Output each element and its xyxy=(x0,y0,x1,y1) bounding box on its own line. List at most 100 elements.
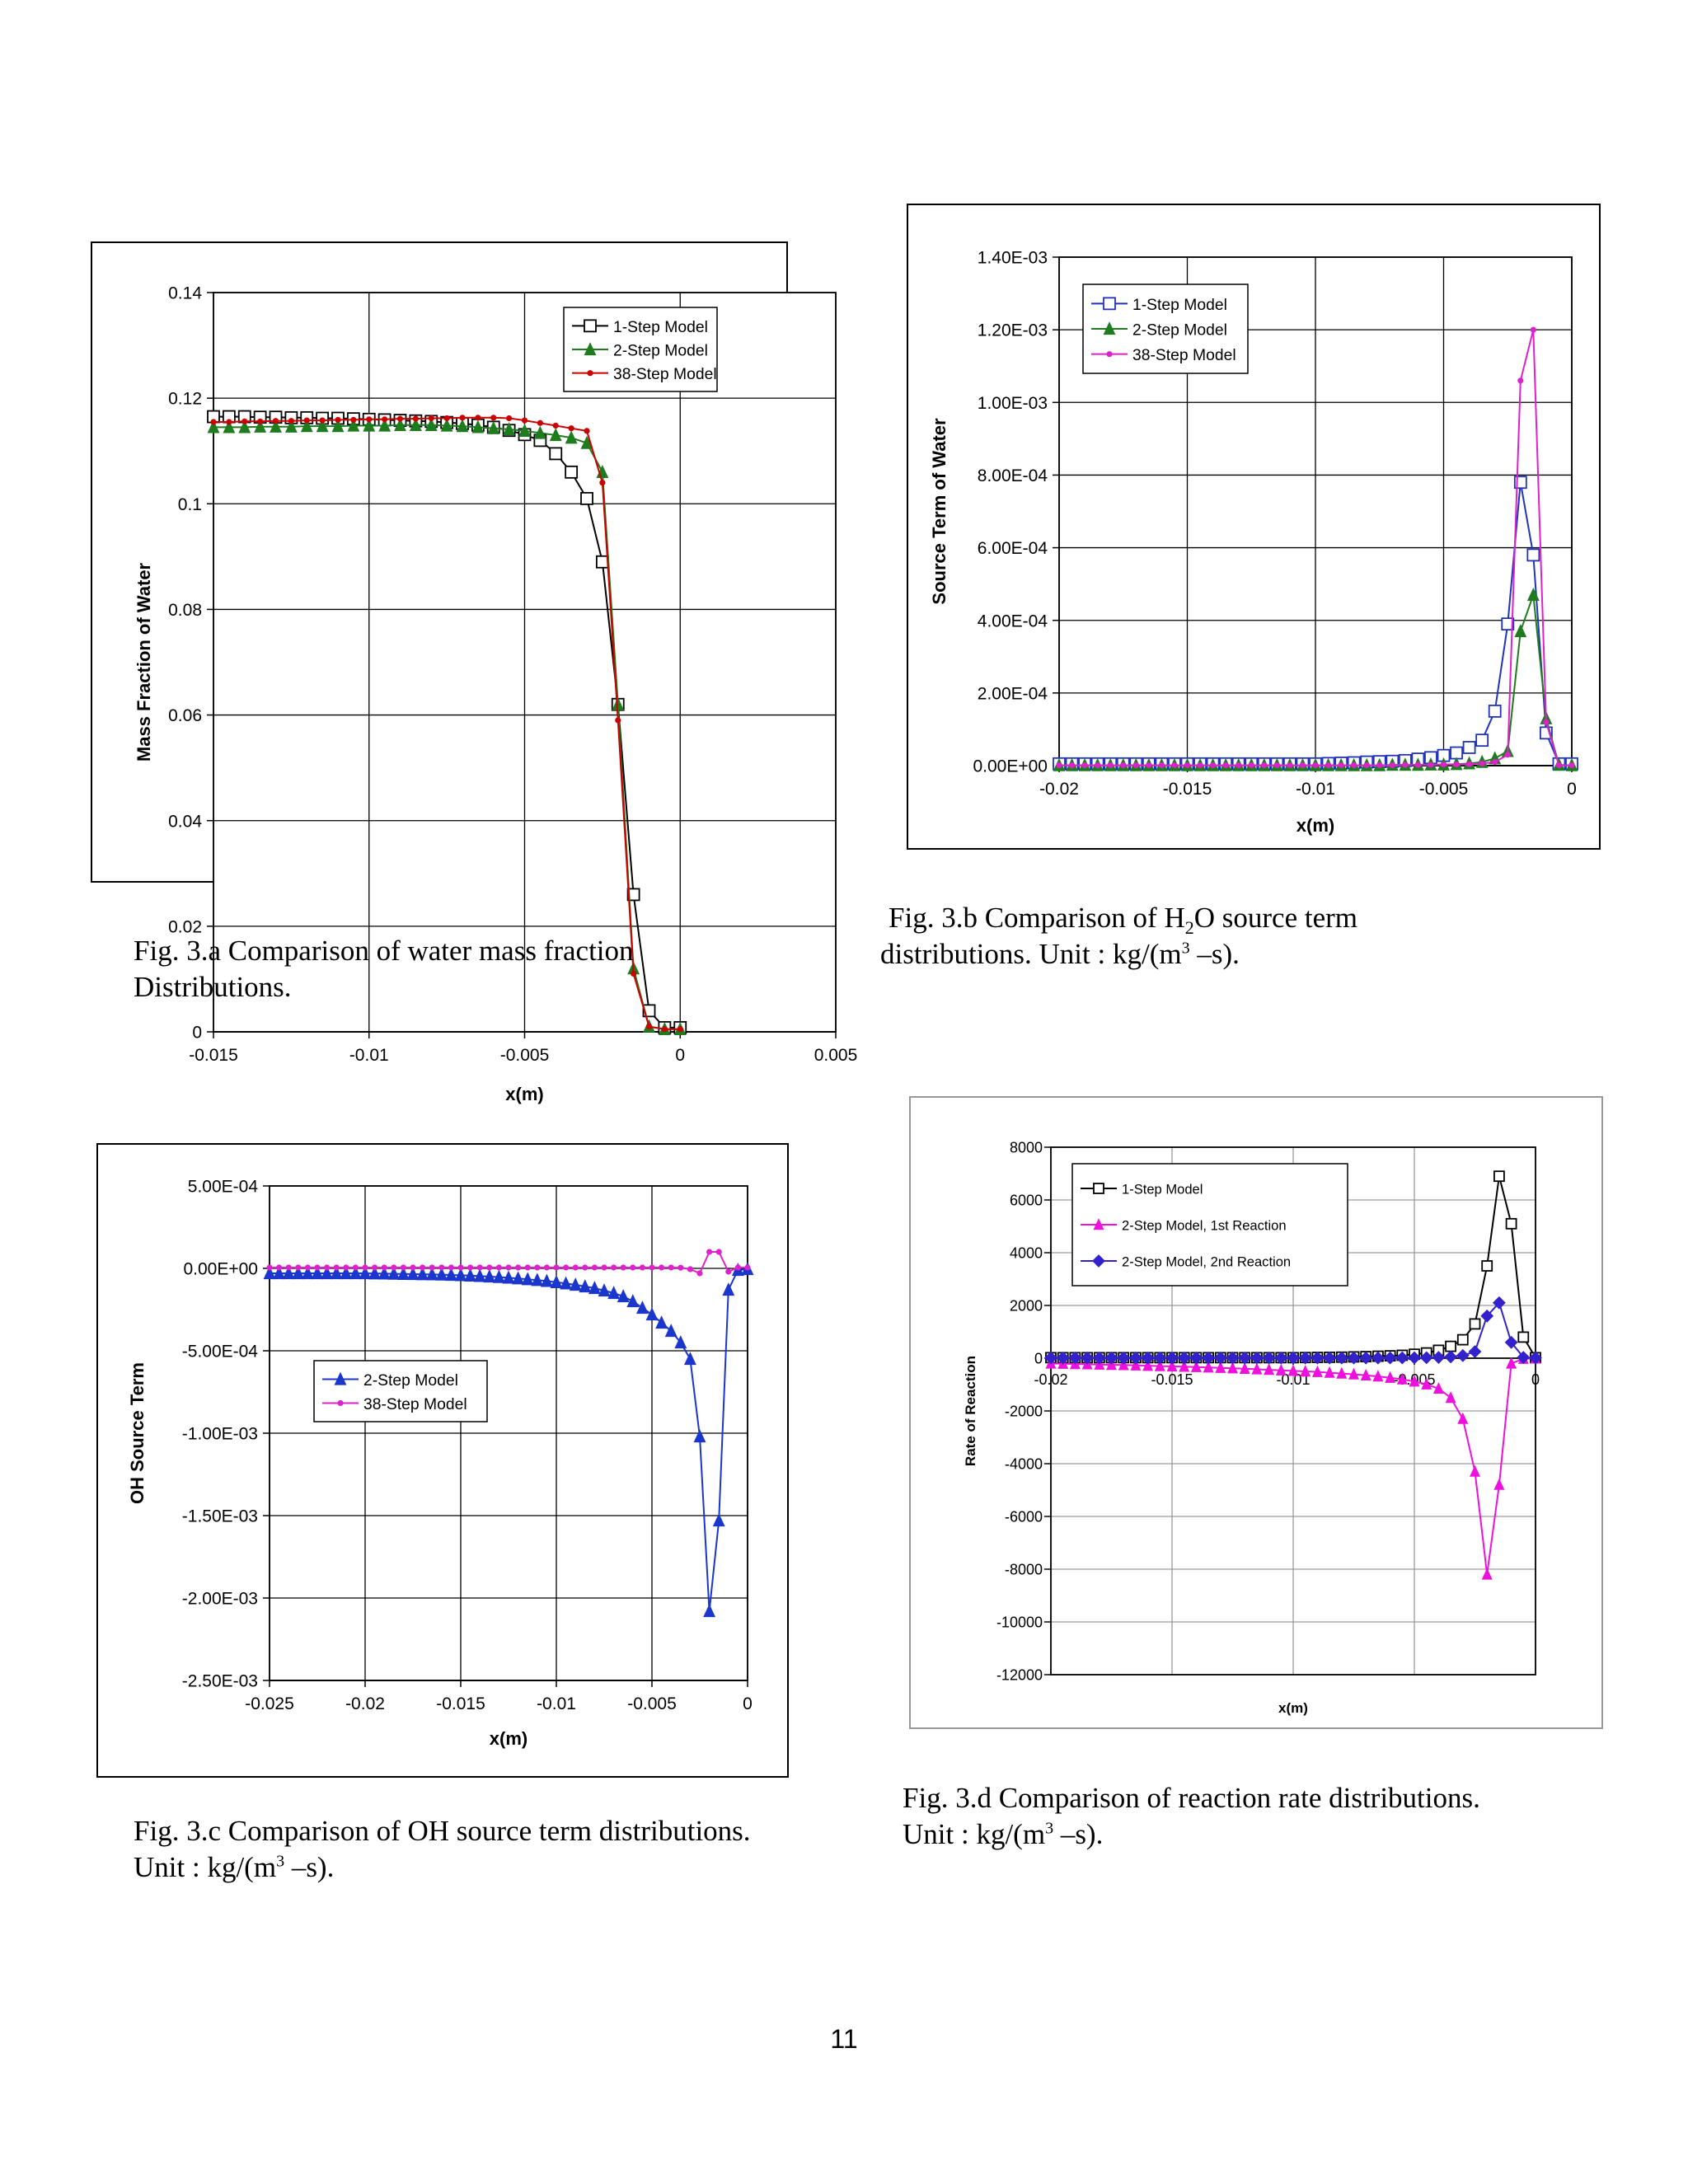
data-point xyxy=(1158,762,1165,769)
data-point xyxy=(626,1294,640,1308)
data-point xyxy=(1056,762,1062,769)
series-3 xyxy=(1056,326,1575,769)
data-point xyxy=(1372,1370,1384,1382)
data-point xyxy=(687,1266,693,1272)
caption-a: Fig. 3.a Comparison of water mass fracti… xyxy=(134,933,634,1005)
legend-marker xyxy=(334,1371,347,1385)
data-point xyxy=(1517,1351,1531,1364)
data-point xyxy=(1222,762,1229,769)
data-point xyxy=(288,418,294,424)
data-point xyxy=(661,1026,668,1033)
y-tick-label: 0.06 xyxy=(168,706,202,725)
data-point xyxy=(456,419,469,433)
page-number: 11 xyxy=(830,2024,858,2054)
data-point xyxy=(238,419,251,434)
data-point xyxy=(563,1264,570,1271)
data-point xyxy=(560,1276,573,1290)
data-point xyxy=(467,1264,474,1271)
data-point xyxy=(512,1271,525,1285)
data-point xyxy=(1470,1465,1480,1477)
caption-a-line2: Distributions. xyxy=(134,971,292,1003)
data-point xyxy=(285,1264,292,1271)
data-point xyxy=(1456,1348,1470,1362)
data-point xyxy=(1056,1351,1070,1365)
data-point xyxy=(1068,1351,1082,1365)
legend-marker xyxy=(1093,1218,1104,1230)
data-point xyxy=(524,1264,531,1271)
data-point xyxy=(321,1266,334,1280)
y-tick-label: 2.00E-04 xyxy=(978,684,1048,703)
y-tick-label: 0.14 xyxy=(168,284,202,303)
y-tick-label: 1.00E-03 xyxy=(978,394,1048,413)
data-point xyxy=(292,1266,305,1280)
data-point xyxy=(207,419,220,434)
caption-b-line1: Fig. 3.b Comparison of H2O source term xyxy=(880,900,1357,937)
data-point xyxy=(1440,762,1447,768)
caption-c-line2: Unit : kg/(m3 –s). xyxy=(134,1849,751,1886)
data-point xyxy=(377,1266,391,1280)
data-point xyxy=(1568,762,1575,769)
data-point xyxy=(1287,1364,1299,1376)
data-point xyxy=(1419,1351,1433,1365)
series-3 xyxy=(210,415,683,1033)
data-point xyxy=(257,418,264,424)
data-point xyxy=(301,1266,314,1280)
data-point xyxy=(502,1270,515,1284)
data-point xyxy=(1480,1309,1494,1323)
data-point xyxy=(1555,762,1563,769)
data-point xyxy=(543,1264,550,1271)
data-point xyxy=(1468,1345,1482,1358)
data-point xyxy=(443,415,450,422)
data-point xyxy=(410,1264,416,1271)
series-1 xyxy=(263,1262,754,1618)
data-point xyxy=(1543,719,1550,725)
x-tick-label: -0.015 xyxy=(189,1046,238,1065)
series-2 xyxy=(266,1249,751,1277)
data-point xyxy=(424,417,438,431)
legend-item: 38-Step Model xyxy=(1091,347,1236,364)
data-point xyxy=(531,1272,544,1286)
data-point xyxy=(588,1281,601,1295)
data-point xyxy=(330,1266,343,1280)
data-point xyxy=(506,415,513,422)
x-tick-label: -0.005 xyxy=(500,1046,550,1065)
data-point xyxy=(400,1264,406,1271)
legend-label: 2-Step Model xyxy=(613,343,708,360)
legend-label: 2-Step Model xyxy=(1132,322,1227,340)
data-point xyxy=(580,491,593,505)
caption-d-line2-post: –s). xyxy=(1053,1818,1104,1850)
y-axis-label: Source Term of Water xyxy=(929,418,950,605)
data-point xyxy=(1189,1351,1203,1365)
data-point xyxy=(1081,762,1088,769)
legend-label: 38-Step Model xyxy=(363,1396,467,1413)
x-tick-label: -0.01 xyxy=(349,1046,389,1065)
data-point xyxy=(273,1266,286,1280)
data-point xyxy=(655,1315,668,1329)
data-point xyxy=(311,1266,324,1280)
data-point xyxy=(473,1268,486,1282)
x-tick-label: 0 xyxy=(675,1046,685,1065)
data-point xyxy=(521,417,528,424)
legend-marker xyxy=(1106,351,1113,358)
data-point xyxy=(475,415,481,421)
data-point xyxy=(1389,762,1395,769)
y-tick-label: 0.08 xyxy=(168,601,202,620)
chart-b-svg: -0.02 -0.015 -0.01 -0.005 0 0.00E+00 2.00E-04 4… xyxy=(929,249,1578,836)
data-point xyxy=(1261,762,1268,769)
data-point xyxy=(416,1267,429,1281)
legend: 2-Step Model 38-Step Model xyxy=(313,1360,488,1422)
data-point xyxy=(483,1269,496,1283)
data-point xyxy=(263,1266,276,1280)
data-point xyxy=(540,1273,553,1287)
data-point xyxy=(382,416,388,423)
data-point xyxy=(359,1266,372,1280)
y-tick-label: -6000 xyxy=(1005,1508,1043,1525)
data-point xyxy=(1526,548,1540,562)
data-point xyxy=(1142,1359,1154,1371)
data-point xyxy=(1334,1351,1348,1365)
y-tick-label: 0 xyxy=(1034,1350,1043,1366)
y-tick-label: 6000 xyxy=(1010,1192,1043,1208)
data-point xyxy=(409,417,422,431)
data-point xyxy=(1360,1368,1372,1380)
y-tick-label: -12000 xyxy=(996,1666,1043,1683)
